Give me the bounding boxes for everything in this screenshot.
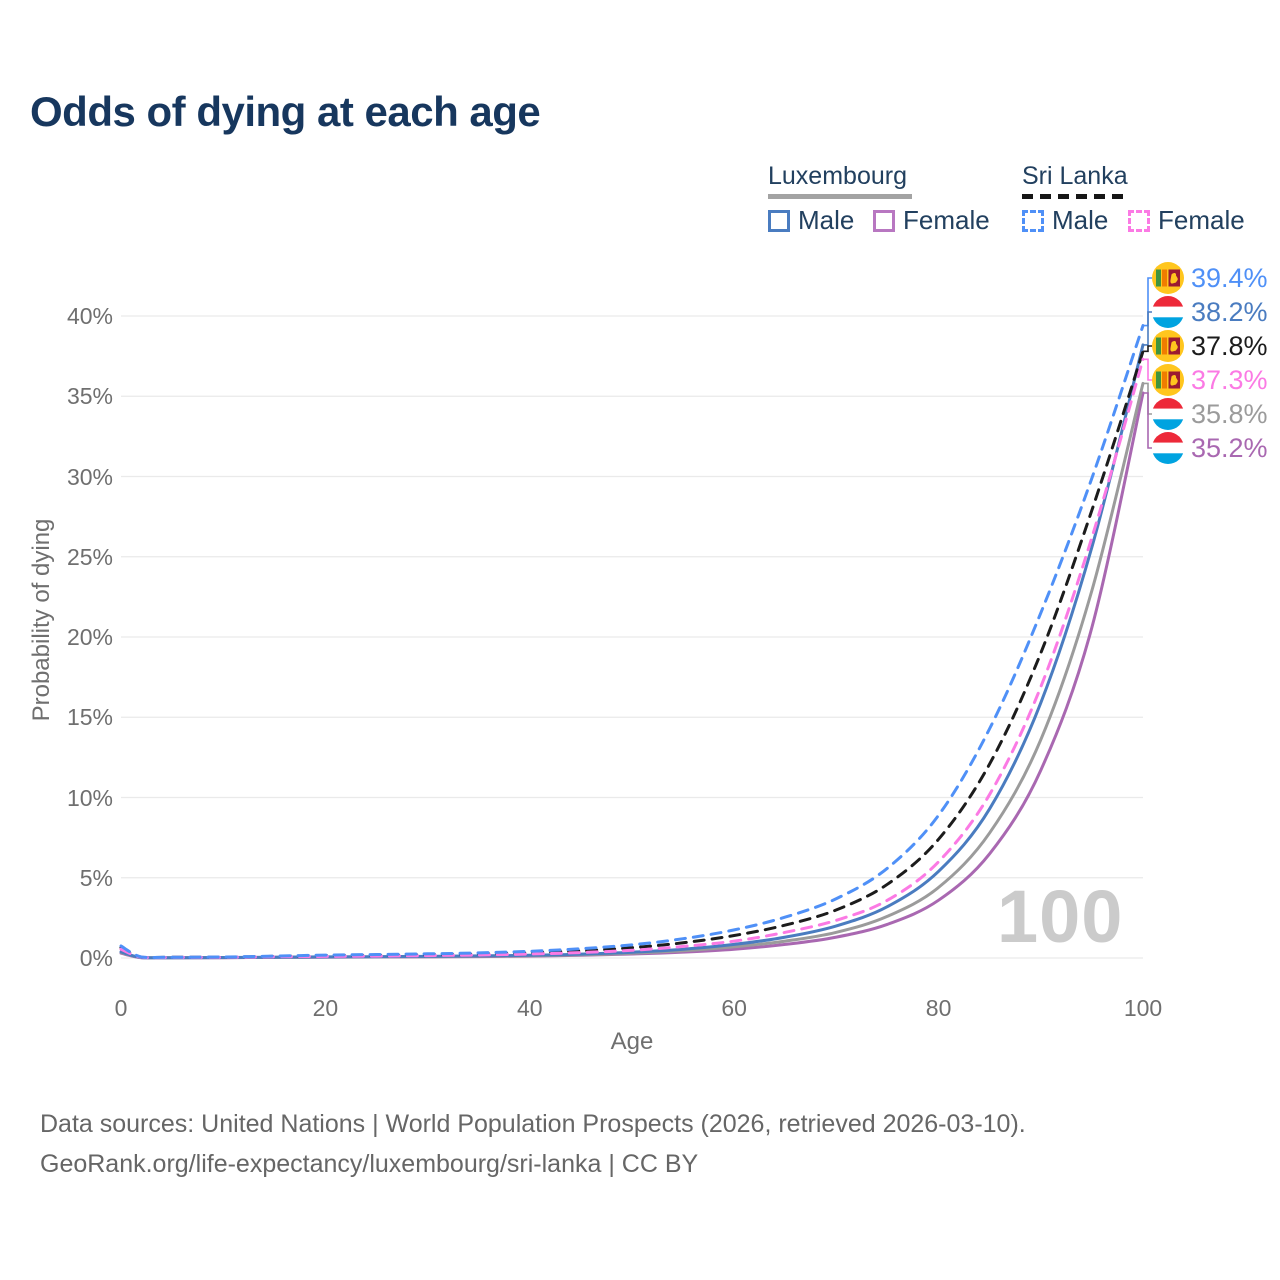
end-value-text: 35.8% — [1191, 398, 1268, 429]
x-tick-80: 80 — [925, 995, 952, 1021]
sri-lanka-female-swatch-icon — [1128, 209, 1150, 232]
legend-item-sri-lanka-male[interactable]: Male — [1022, 205, 1108, 236]
series-line-sri-lanka-female — [119, 357, 1145, 960]
end-label-luxembourg-both-sexes: 35.8% — [1152, 397, 1268, 431]
x-axis-title: Age — [610, 1028, 654, 1055]
luxembourg-male-swatch-icon — [768, 209, 790, 232]
end-label-leader-luxembourg-both-sexes — [1143, 382, 1152, 415]
luxembourg-flag-icon — [1152, 432, 1184, 464]
series-line-sri-lanka-both-sexes — [119, 349, 1145, 960]
legend-luxembourg-underline-solid — [768, 194, 912, 199]
sri-lanka-flag-icon — [1152, 330, 1184, 362]
luxembourg-flag-icon — [1152, 296, 1184, 328]
series-line-luxembourg-female — [119, 391, 1145, 960]
end-label-leader-sri-lanka-both-sexes — [1143, 345, 1152, 353]
end-value-text: 38.2% — [1191, 296, 1268, 327]
y-tick-40%: 40% — [66, 303, 113, 329]
luxembourg-female-swatch-icon — [873, 209, 895, 232]
end-label-sri-lanka-female: 37.3% — [1152, 363, 1268, 397]
legend-group-sri-lanka: Sri Lanka — [1022, 162, 1128, 199]
y-tick-30%: 30% — [66, 463, 113, 490]
x-tick-60: 60 — [721, 995, 747, 1021]
x-tick-20: 20 — [312, 995, 339, 1021]
y-tick-20%: 20% — [66, 624, 113, 650]
sri-lanka-male-swatch-icon — [1022, 209, 1044, 232]
end-value-text: 39.4% — [1191, 262, 1268, 293]
luxembourg-flag-icon — [1152, 398, 1184, 430]
y-tick-25%: 25% — [66, 543, 113, 570]
end-label-sri-lanka-both-sexes: 37.8% — [1152, 329, 1268, 363]
age-watermark: 100 — [997, 875, 1124, 958]
end-label-sri-lanka-male: 39.4% — [1152, 261, 1268, 295]
y-tick-35%: 35% — [66, 383, 113, 410]
legend-sri-lanka-underline-dashed — [1022, 194, 1128, 199]
legend-item-sri-lanka-female[interactable]: Female — [1128, 205, 1245, 236]
end-value-text: 35.2% — [1191, 432, 1268, 463]
sri-lanka-flag-icon — [1152, 262, 1184, 294]
legend-item-luxembourg-male[interactable]: Male — [768, 205, 854, 236]
legend-item-label: Male — [798, 205, 855, 235]
y-tick-5%: 5% — [79, 864, 113, 891]
y-tick-10%: 10% — [66, 784, 113, 811]
data-sources-text: Data sources: United Nations | World Pop… — [40, 1110, 1026, 1138]
end-label-leader-luxembourg-female — [1143, 392, 1152, 449]
page-title: Odds of dying at each age — [30, 88, 541, 135]
x-tick-100: 100 — [1123, 995, 1163, 1021]
x-tick-40: 40 — [517, 995, 543, 1021]
y-tick-0%: 0% — [79, 945, 113, 971]
end-value-text: 37.8% — [1191, 330, 1268, 361]
end-label-luxembourg-female: 35.2% — [1152, 431, 1268, 465]
legend-item-luxembourg-female[interactable]: Female — [873, 205, 990, 236]
series-line-luxembourg-male — [119, 343, 1145, 960]
series-line-sri-lanka-male — [119, 324, 1145, 960]
sri-lanka-flag-icon — [1152, 364, 1184, 396]
y-tick-15%: 15% — [66, 704, 113, 731]
end-label-leader-sri-lanka-male — [1143, 277, 1152, 327]
attribution-text: GeoRank.org/life-expectancy/luxembourg/s… — [40, 1150, 699, 1178]
legend-group-luxembourg: Luxembourg — [768, 162, 912, 199]
legend-sri-lanka-label: Sri Lanka — [1022, 162, 1128, 190]
end-label-leader-luxembourg-male — [1143, 311, 1152, 346]
end-label-leader-sri-lanka-female — [1143, 358, 1152, 381]
legend-item-label: Male — [1052, 205, 1109, 235]
series-line-luxembourg-both-sexes — [119, 381, 1145, 960]
legend-item-label: Female — [903, 205, 990, 235]
end-value-text: 37.3% — [1191, 364, 1268, 395]
x-tick-0: 0 — [114, 995, 128, 1021]
legend-item-label: Female — [1158, 205, 1245, 235]
legend-luxembourg-label: Luxembourg — [768, 162, 907, 190]
end-label-luxembourg-male: 38.2% — [1152, 295, 1268, 329]
